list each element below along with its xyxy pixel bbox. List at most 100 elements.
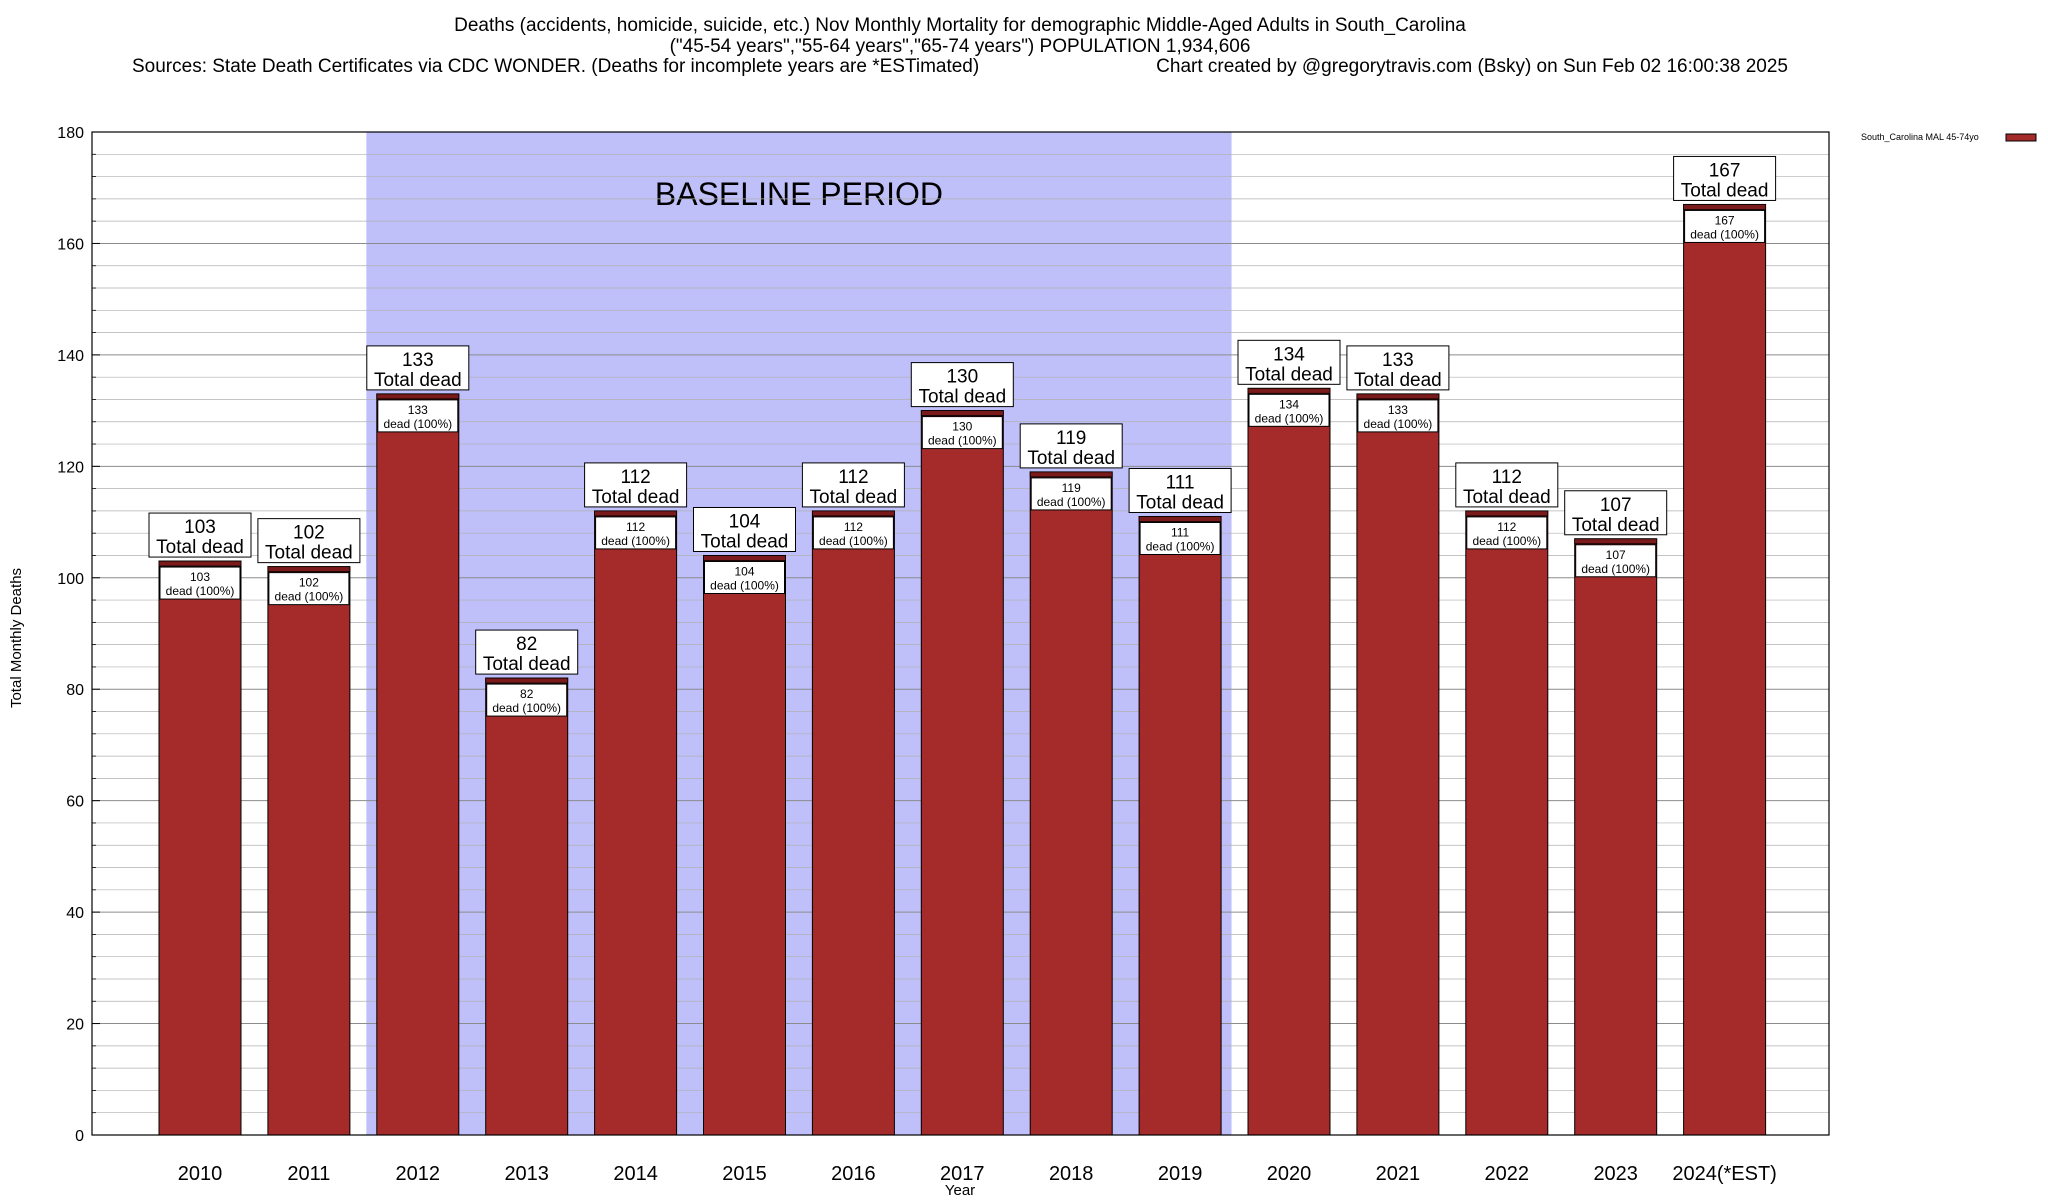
bar-top-segment [158, 560, 242, 567]
inner-label-box [1466, 516, 1548, 550]
inner-value-label: 119 [1062, 481, 1081, 495]
inner-label-box [704, 560, 785, 594]
x-tick-label: 2011 [287, 1163, 330, 1185]
x-tick-label: 2017 [940, 1163, 985, 1185]
bar-top-segment [1356, 393, 1440, 400]
legend: South_Carolina MAL 45-74yo [1861, 132, 2037, 142]
inner-percent-label: dead (100%) [819, 534, 888, 548]
top-value-label: 111 [1166, 472, 1195, 493]
x-tick-label: 2013 [504, 1163, 549, 1185]
inner-label-box [1139, 521, 1221, 555]
bar-top-segment [1247, 387, 1331, 394]
inner-label-box [812, 516, 894, 550]
inner-percent-label: dead (100%) [1146, 539, 1215, 553]
top-value-label: 134 [1273, 344, 1305, 365]
inner-percent-label: dead (100%) [1690, 227, 1759, 241]
inner-value-label: 103 [190, 570, 210, 584]
inner-value-label: 112 [844, 520, 863, 534]
bar [1465, 510, 1549, 1136]
top-value-label: 82 [516, 634, 537, 655]
bar-top-segment [703, 555, 786, 561]
x-tick-label: 2015 [722, 1163, 767, 1185]
x-tick-label: 2024(*EST) [1672, 1163, 1777, 1185]
top-total-label: Total dead [1681, 180, 1769, 201]
title-line-2: ("45-54 years","55-64 years","65-74 year… [670, 36, 1251, 57]
inner-percent-label: dead (100%) [275, 590, 344, 604]
inner-value-label: 133 [1388, 403, 1408, 417]
top-label-box [801, 462, 905, 508]
top-value-label: 167 [1709, 160, 1741, 181]
y-tick-label: 160 [57, 236, 84, 253]
x-tick-label: 2020 [1267, 1163, 1312, 1185]
inner-label-box [377, 399, 459, 433]
x-axis-title: Year [945, 1182, 975, 1199]
top-value-label: 103 [184, 517, 216, 538]
inner-value-label: 102 [299, 576, 319, 590]
bar [811, 510, 895, 1136]
top-total-label: Total dead [701, 531, 789, 552]
x-tick-label: 2022 [1485, 1163, 1530, 1185]
x-tick-label: 2023 [1593, 1163, 1638, 1185]
inner-percent-label: dead (100%) [601, 534, 670, 548]
inner-percent-label: dead (100%) [1037, 495, 1106, 509]
top-value-label: 133 [402, 350, 434, 371]
inner-label-box [1684, 209, 1766, 243]
top-label-box [148, 512, 252, 558]
inner-label-box [159, 566, 241, 600]
x-tick-label: 2012 [396, 1163, 441, 1185]
y-tick-label: 80 [66, 682, 84, 699]
bar [1683, 203, 1767, 1136]
top-total-label: Total dead [374, 370, 462, 391]
top-label-box [1455, 462, 1559, 508]
top-label-box [584, 462, 688, 508]
top-value-label: 130 [946, 367, 978, 388]
top-total-label: Total dead [483, 654, 571, 675]
title-line-4: Chart created by @gregorytravis.com (Bsk… [1156, 56, 1788, 77]
inner-value-label: 104 [734, 564, 754, 578]
bar-top-segment [1138, 516, 1222, 522]
y-tick-label: 20 [66, 1017, 84, 1034]
inner-label-box [921, 416, 1003, 450]
top-label-box [1237, 339, 1341, 385]
bar-top-segment [485, 677, 569, 684]
inner-label-box [595, 516, 677, 550]
x-tick-label: 2010 [178, 1163, 223, 1185]
bar-top-segment [920, 410, 1004, 417]
inner-value-label: 82 [520, 687, 534, 701]
bar [703, 554, 786, 1136]
axes: 0 20 40 60 80 100 120 140 160 180 2010 2011 2012 2013… [57, 125, 1830, 1185]
inner-percent-label: dead (100%) [1255, 411, 1324, 425]
top-total-label: Total dead [1027, 448, 1115, 469]
inner-percent-label: dead (100%) [492, 701, 561, 715]
top-value-label: 112 [1492, 467, 1522, 488]
bar [920, 410, 1004, 1136]
top-total-label: Total dead [592, 487, 680, 508]
inner-label-box [268, 572, 350, 606]
top-label-box [1673, 155, 1777, 201]
title-line-3: Sources: State Death Certificates via CD… [132, 56, 979, 77]
bars [158, 203, 1767, 1136]
top-value-label: 112 [620, 467, 650, 488]
top-label-box [1019, 423, 1123, 469]
y-tick-label: 100 [57, 571, 84, 588]
top-label-box [1128, 467, 1232, 513]
top-label-box [693, 506, 796, 552]
bar [485, 677, 569, 1136]
x-tick-label: 2019 [1158, 1163, 1203, 1185]
y-tick-label: 180 [57, 125, 84, 142]
bar-top-segment [1029, 471, 1113, 478]
bar [376, 393, 460, 1136]
inner-percent-label: dead (100%) [1581, 562, 1650, 576]
top-total-label: Total dead [1463, 487, 1551, 508]
bar-top-segment [267, 566, 351, 573]
inner-value-label: 112 [626, 520, 645, 534]
bar-top-segment [1683, 204, 1766, 210]
inner-percent-label: dead (100%) [1364, 417, 1433, 431]
chart-title: Deaths (accidents, homicide, suicide, et… [132, 15, 1788, 77]
top-label-box [475, 629, 579, 675]
top-value-label: 119 [1056, 428, 1086, 449]
bar [1138, 515, 1222, 1136]
bar [594, 510, 678, 1136]
